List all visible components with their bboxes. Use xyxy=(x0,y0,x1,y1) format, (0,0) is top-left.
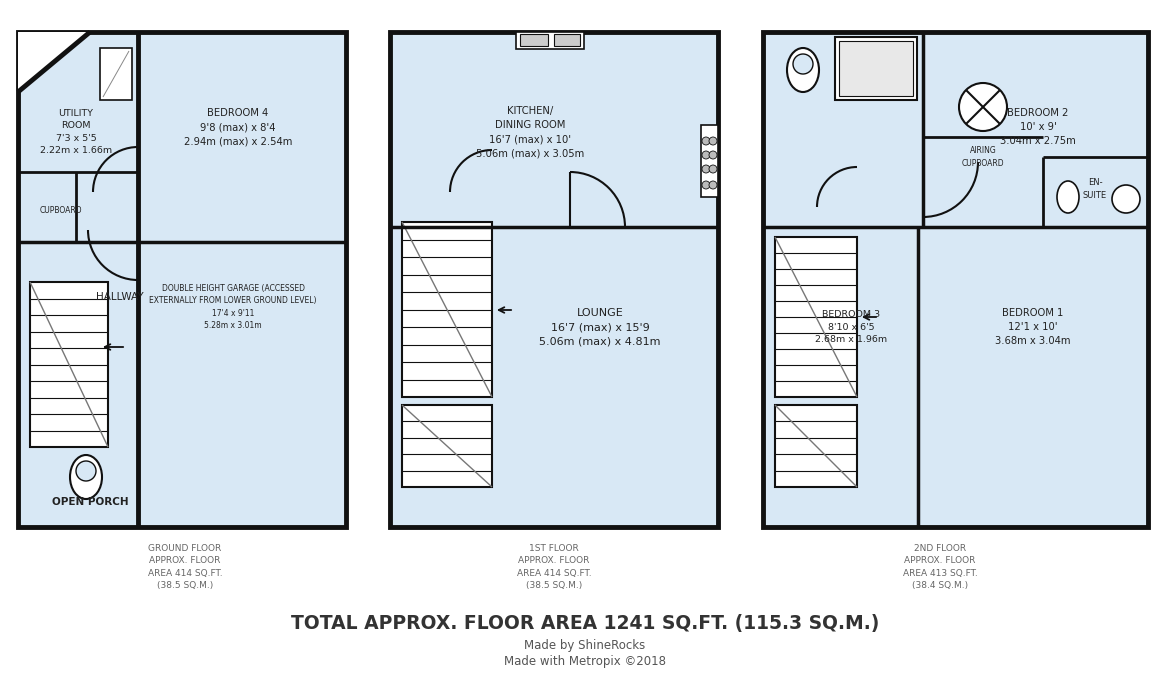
Bar xyxy=(701,125,718,197)
Text: 1ST FLOOR
APPROX. FLOOR
AREA 414 SQ.FT.
(38.5 SQ.M.): 1ST FLOOR APPROX. FLOOR AREA 414 SQ.FT. … xyxy=(517,543,591,590)
Text: DOUBLE HEIGHT GARAGE (ACCESSED
EXTERNALLY FROM LOWER GROUND LEVEL)
17'4 x 9'11
5: DOUBLE HEIGHT GARAGE (ACCESSED EXTERNALL… xyxy=(150,284,317,330)
Bar xyxy=(18,32,346,527)
Bar xyxy=(555,34,580,46)
Ellipse shape xyxy=(76,461,96,481)
Bar xyxy=(18,32,346,527)
Circle shape xyxy=(709,165,717,173)
Circle shape xyxy=(702,181,710,189)
Text: CUPBOARD: CUPBOARD xyxy=(40,206,83,215)
Bar xyxy=(763,32,1148,527)
Bar xyxy=(835,37,917,100)
Text: TOTAL APPROX. FLOOR AREA 1241 SQ.FT. (115.3 SQ.M.): TOTAL APPROX. FLOOR AREA 1241 SQ.FT. (11… xyxy=(291,614,879,632)
Bar xyxy=(519,34,548,46)
Circle shape xyxy=(702,137,710,145)
Ellipse shape xyxy=(1057,181,1079,213)
Text: LOUNGE
16'7 (max) x 15'9
5.06m (max) x 4.81m: LOUNGE 16'7 (max) x 15'9 5.06m (max) x 4… xyxy=(539,308,661,346)
Ellipse shape xyxy=(70,455,102,499)
Bar xyxy=(516,32,584,49)
Bar xyxy=(390,32,718,527)
Bar xyxy=(402,222,493,397)
Circle shape xyxy=(959,83,1007,131)
Bar xyxy=(99,48,132,100)
Text: Made by ShineRocks: Made by ShineRocks xyxy=(524,639,646,651)
Bar xyxy=(763,32,1148,527)
Circle shape xyxy=(1112,185,1140,213)
Text: BEDROOM 3
8'10 x 6'5
2.68m x 1.96m: BEDROOM 3 8'10 x 6'5 2.68m x 1.96m xyxy=(815,310,887,344)
Circle shape xyxy=(709,181,717,189)
Bar xyxy=(839,41,913,96)
Circle shape xyxy=(709,137,717,145)
Circle shape xyxy=(709,151,717,159)
Ellipse shape xyxy=(787,48,819,92)
Bar xyxy=(775,405,856,487)
Ellipse shape xyxy=(793,54,813,74)
Polygon shape xyxy=(18,32,90,92)
Text: 2ND FLOOR
APPROX. FLOOR
AREA 413 SQ.FT.
(38.4 SQ.M.): 2ND FLOOR APPROX. FLOOR AREA 413 SQ.FT. … xyxy=(902,543,977,590)
Bar xyxy=(775,237,856,397)
Text: OPEN PORCH: OPEN PORCH xyxy=(51,497,129,507)
Text: BEDROOM 2
10' x 9'
3.04m x 2.75m: BEDROOM 2 10' x 9' 3.04m x 2.75m xyxy=(1000,108,1076,146)
Text: KITCHEN/
DINING ROOM
16'7 (max) x 10'
5.06m (max) x 3.05m: KITCHEN/ DINING ROOM 16'7 (max) x 10' 5.… xyxy=(476,106,584,158)
Bar xyxy=(390,32,718,527)
Text: BEDROOM 4
9'8 (max) x 8'4
2.94m (max) x 2.54m: BEDROOM 4 9'8 (max) x 8'4 2.94m (max) x … xyxy=(184,108,292,146)
Text: UTILITY
ROOM
7'3 x 5'5
2.22m x 1.66m: UTILITY ROOM 7'3 x 5'5 2.22m x 1.66m xyxy=(40,108,112,155)
Text: GROUND FLOOR
APPROX. FLOOR
AREA 414 SQ.FT.
(38.5 SQ.M.): GROUND FLOOR APPROX. FLOOR AREA 414 SQ.F… xyxy=(147,543,222,590)
Circle shape xyxy=(702,165,710,173)
Circle shape xyxy=(702,151,710,159)
Text: EN-
SUITE: EN- SUITE xyxy=(1083,178,1107,199)
Text: BEDROOM 1
12'1 x 10'
3.68m x 3.04m: BEDROOM 1 12'1 x 10' 3.68m x 3.04m xyxy=(996,308,1071,346)
Bar xyxy=(402,405,493,487)
Text: HALLWAY: HALLWAY xyxy=(96,292,144,302)
Text: AIRING
CUPBOARD: AIRING CUPBOARD xyxy=(962,146,1004,167)
Text: Made with Metropix ©2018: Made with Metropix ©2018 xyxy=(504,655,666,667)
Bar xyxy=(30,282,108,447)
